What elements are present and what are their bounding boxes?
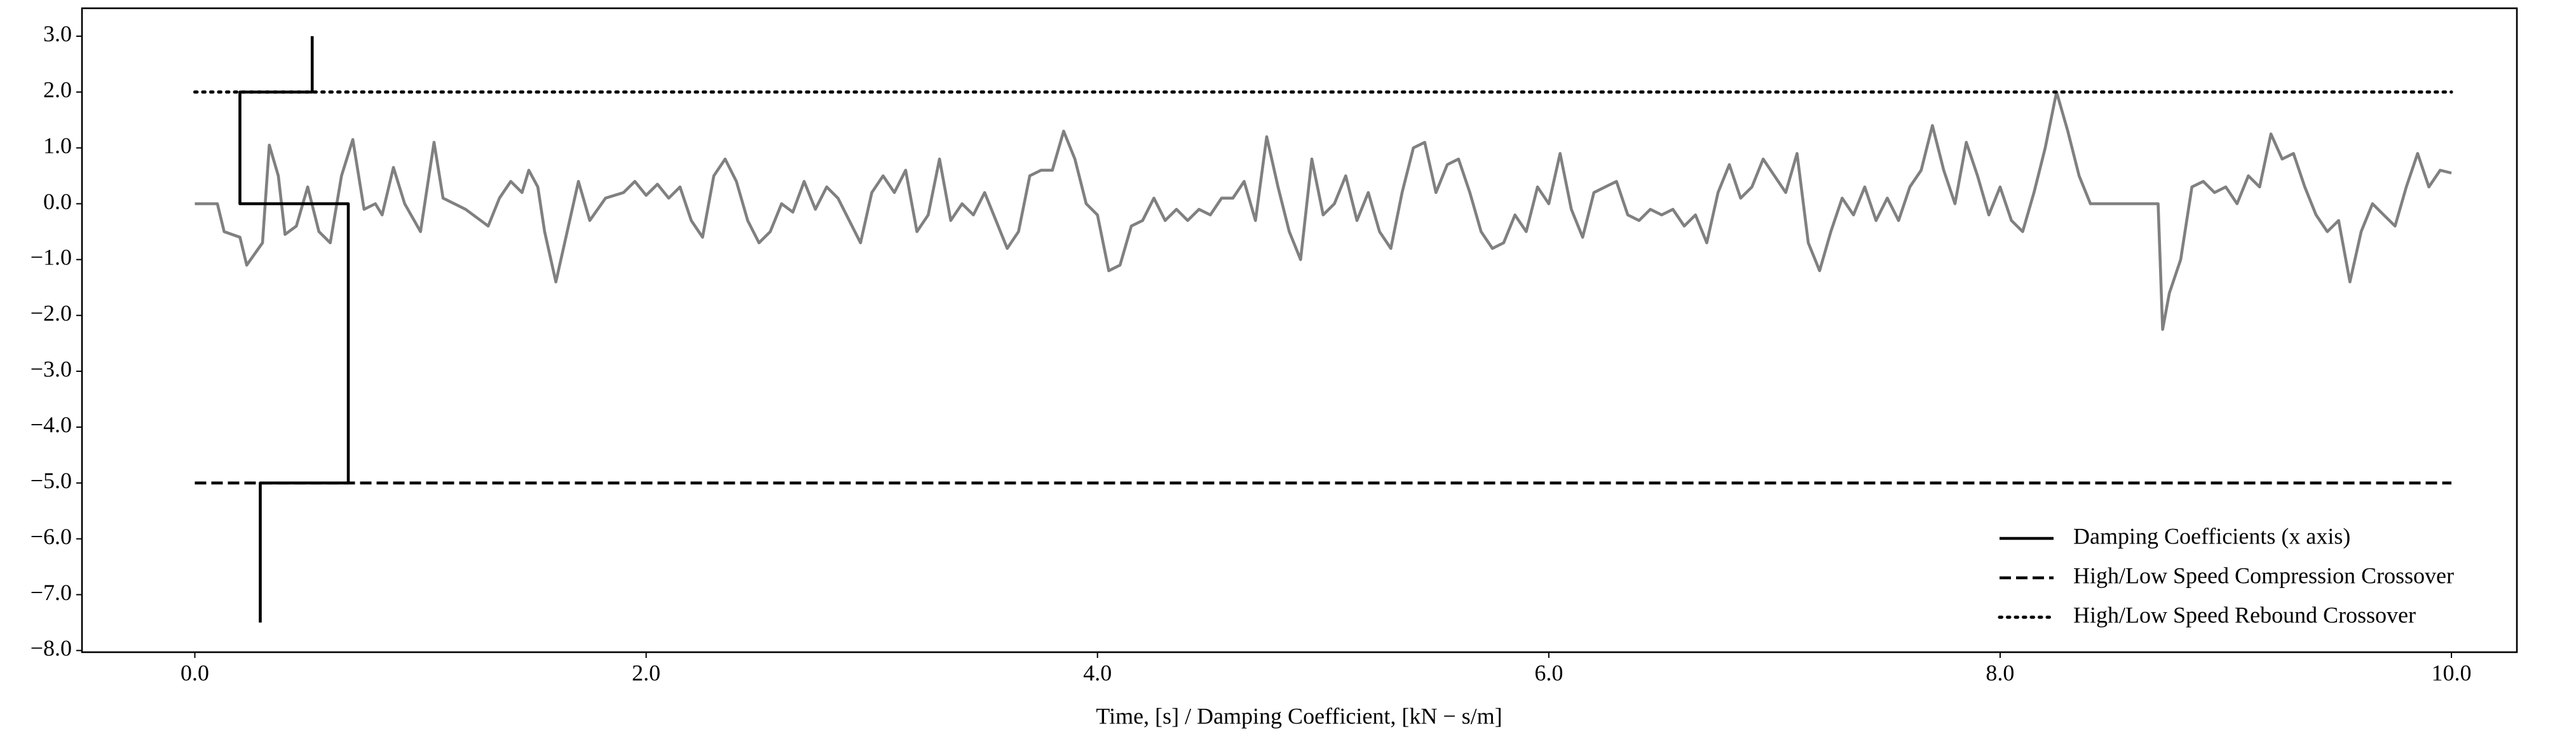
series-line xyxy=(194,90,2452,331)
y-tick-label: −1.0 xyxy=(31,245,72,270)
y-tick-label: 1.0 xyxy=(43,133,72,158)
legend-label: Damping Coefficients (x axis) xyxy=(2073,523,2350,549)
y-tick-label: −6.0 xyxy=(31,524,72,549)
y-tick-label: −8.0 xyxy=(31,636,72,661)
x-tick-label: 4.0 xyxy=(1083,660,1112,685)
legend-label: High/Low Speed Compression Crossover xyxy=(2073,563,2454,588)
x-tick-label: 8.0 xyxy=(1986,660,2014,685)
x-tick-label: 0.0 xyxy=(181,660,209,685)
x-tick-label: 10.0 xyxy=(2432,660,2472,685)
legend-label: High/Low Speed Rebound Crossover xyxy=(2073,602,2416,627)
x-tick-label: 2.0 xyxy=(632,660,660,685)
y-tick-label: 3.0 xyxy=(43,21,72,46)
y-tick-label: −7.0 xyxy=(31,580,72,605)
y-tick-label: −4.0 xyxy=(31,412,72,437)
y-tick-label: 2.0 xyxy=(43,77,72,102)
x-axis-label: Time, [s] / Damping Coefficient, [kN − s… xyxy=(1096,703,1502,728)
y-tick-label: −5.0 xyxy=(31,468,72,493)
y-tick-label: −2.0 xyxy=(31,300,72,325)
x-tick-label: 6.0 xyxy=(1534,660,1563,685)
y-tick-label: −3.0 xyxy=(31,356,72,381)
plot-frame xyxy=(81,7,2518,653)
y-tick-label: 0.0 xyxy=(43,189,72,214)
series-line xyxy=(238,36,350,623)
